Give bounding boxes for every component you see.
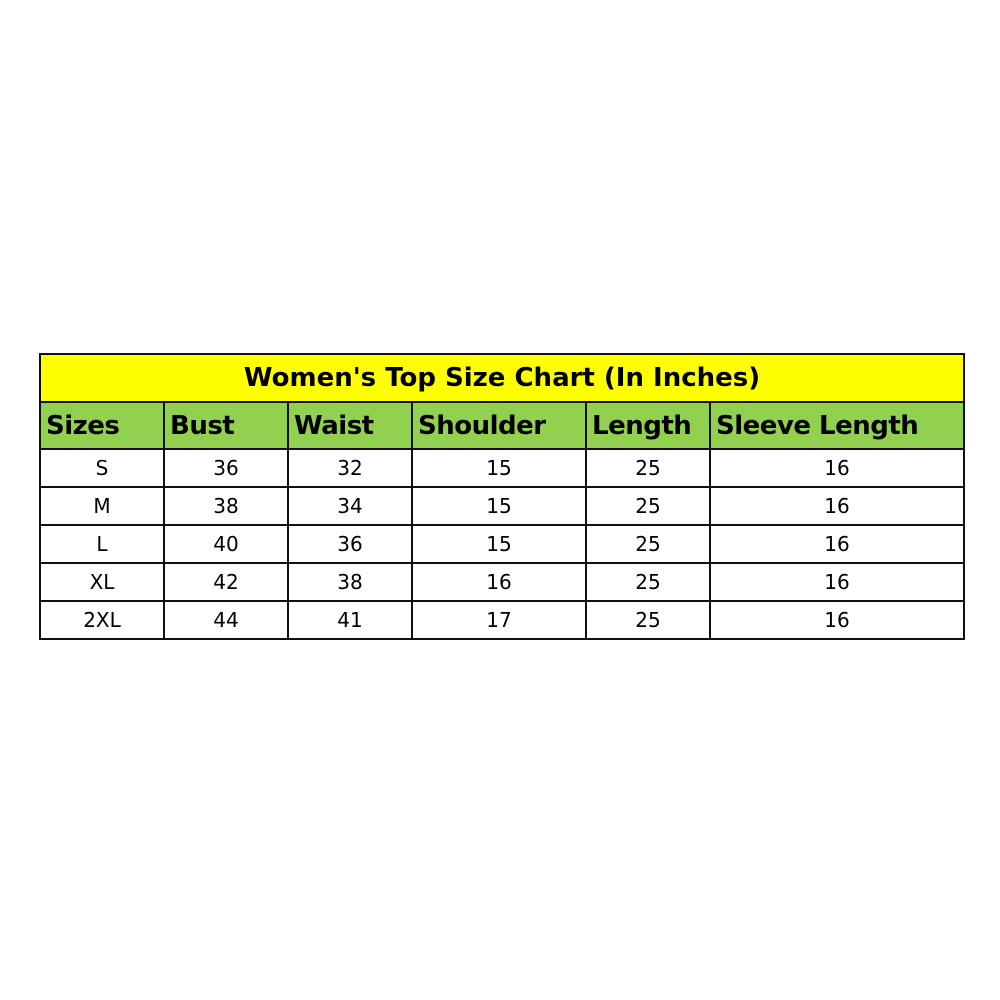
table-row: 2XL 44 41 17 25 16 bbox=[39, 600, 966, 640]
table-row: M 38 34 15 25 16 bbox=[39, 486, 966, 526]
table-cell: 36 bbox=[287, 524, 413, 564]
table-cell: 38 bbox=[287, 562, 413, 602]
chart-title: Women's Top Size Chart (In Inches) bbox=[38, 353, 966, 403]
table-row: XL 42 38 16 25 16 bbox=[39, 562, 966, 602]
table-cell: 15 bbox=[411, 448, 587, 488]
table-cell: 16 bbox=[411, 562, 587, 602]
column-header: Length bbox=[585, 401, 711, 450]
table-cell: L bbox=[39, 524, 165, 564]
table-cell: 25 bbox=[585, 524, 711, 564]
table-cell: 15 bbox=[411, 486, 587, 526]
column-header: Sizes bbox=[39, 401, 165, 450]
column-header: Waist bbox=[287, 401, 413, 450]
table-cell: 16 bbox=[708, 448, 966, 488]
table-cell: 34 bbox=[287, 486, 413, 526]
table-cell: 16 bbox=[708, 562, 966, 602]
column-header: Shoulder bbox=[411, 401, 587, 450]
table-cell: 40 bbox=[163, 524, 289, 564]
table-cell: 2XL bbox=[39, 600, 165, 640]
table-cell: 38 bbox=[163, 486, 289, 526]
table-row: S 36 32 15 25 16 bbox=[39, 448, 966, 488]
table-cell: 25 bbox=[585, 448, 711, 488]
table-cell: 36 bbox=[163, 448, 289, 488]
table-cell: 15 bbox=[411, 524, 587, 564]
column-header: Bust bbox=[163, 401, 289, 450]
table-cell: 16 bbox=[708, 524, 966, 564]
table-cell: 25 bbox=[585, 600, 711, 640]
table-cell: 41 bbox=[287, 600, 413, 640]
table-cell: 25 bbox=[585, 486, 711, 526]
table-cell: M bbox=[39, 486, 165, 526]
table-row: L 40 36 15 25 16 bbox=[39, 524, 966, 564]
table-cell: 32 bbox=[287, 448, 413, 488]
size-chart-table: Women's Top Size Chart (In Inches) Sizes… bbox=[38, 353, 966, 640]
table-cell: 25 bbox=[585, 562, 711, 602]
table-cell: 16 bbox=[708, 486, 966, 526]
table-cell: 44 bbox=[163, 600, 289, 640]
header-row: Sizes Bust Waist Shoulder Length Sleeve Lengt… bbox=[39, 401, 966, 450]
table-cell: XL bbox=[39, 562, 165, 602]
table-cell: 42 bbox=[163, 562, 289, 602]
table-cell: S bbox=[39, 448, 165, 488]
column-header: Sleeve Length bbox=[708, 401, 966, 450]
table-cell: 17 bbox=[411, 600, 587, 640]
table-cell: 16 bbox=[708, 600, 966, 640]
